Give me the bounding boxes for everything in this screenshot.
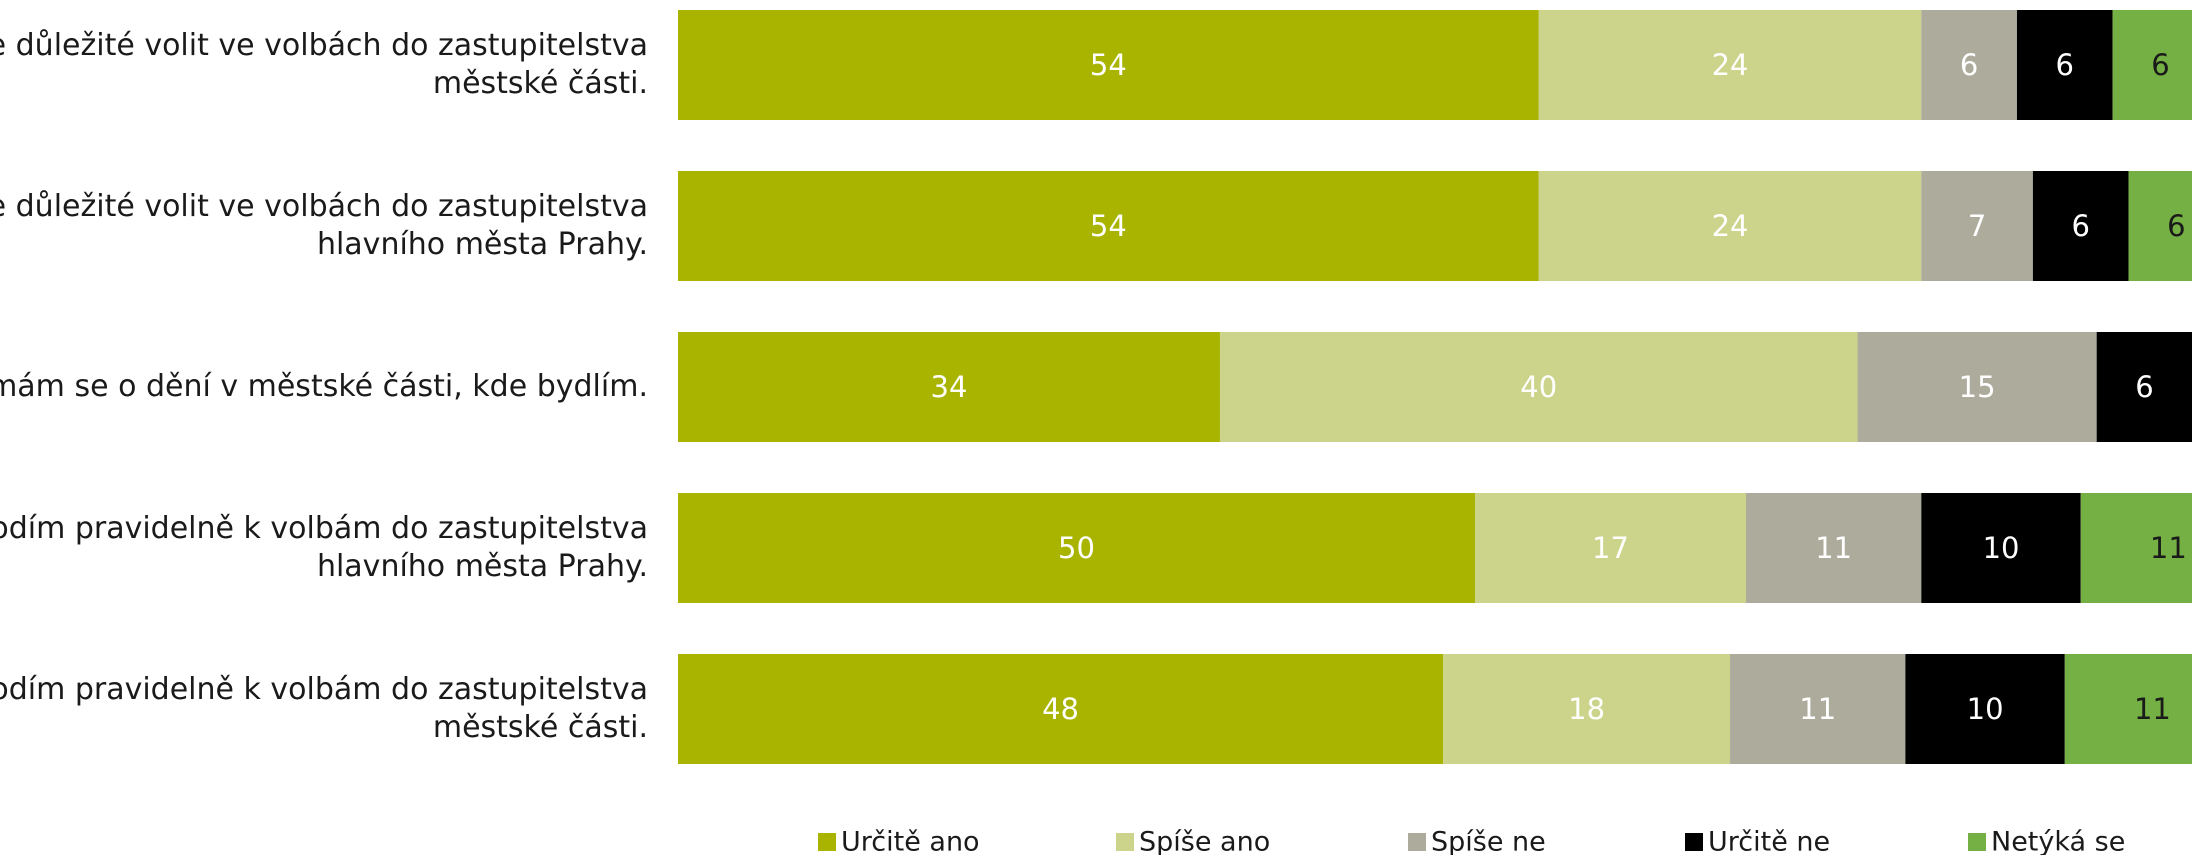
bar-segment <box>1538 171 1922 281</box>
bar-segment <box>678 654 1444 764</box>
bar-segment <box>2080 493 2192 603</box>
value-label: 50 <box>1058 531 1095 565</box>
bar-segment <box>678 493 1475 603</box>
value-label: 54 <box>1090 209 1127 243</box>
value-label: 18 <box>1568 692 1605 726</box>
bar-segment <box>2112 10 2192 120</box>
legend-label: Spíše ano <box>1139 827 1270 855</box>
bar-segment <box>1905 654 2065 764</box>
value-label: 48 <box>1042 692 1079 726</box>
value-label: 11 <box>1799 692 1836 726</box>
bar-segment <box>678 171 1539 281</box>
value-label: 40 <box>1520 370 1557 404</box>
value-label: 24 <box>1712 209 1749 243</box>
value-label: 10 <box>1983 531 2020 565</box>
bar-segment <box>1921 171 2033 281</box>
bar-segment <box>1921 493 2081 603</box>
bar-segment <box>2016 10 2113 120</box>
legend-swatch <box>1408 833 1426 851</box>
category-label: Je důležité volit ve volbách do zastupit… <box>0 189 648 262</box>
value-label: 10 <box>1967 692 2004 726</box>
bar-segment <box>1475 493 1746 603</box>
legend-label: Netýká se <box>1991 827 2125 855</box>
legend-swatch <box>1116 833 1134 851</box>
legend-label: Spíše ne <box>1431 827 1546 855</box>
bar-segment <box>2032 171 2129 281</box>
value-label: 17 <box>1592 531 1629 565</box>
bar-segment <box>678 10 1539 120</box>
value-label: 34 <box>931 370 968 404</box>
value-label: 11 <box>2134 692 2171 726</box>
value-label: 6 <box>2151 48 2169 82</box>
bar-segment <box>678 332 1220 442</box>
legend-swatch <box>818 833 836 851</box>
value-label: 6 <box>2135 370 2153 404</box>
legend-swatch <box>1968 833 1986 851</box>
bar-segment <box>1730 654 1906 764</box>
value-label: 11 <box>1815 531 1852 565</box>
value-label: 54 <box>1090 48 1127 82</box>
legend-label: Určitě ano <box>841 827 980 855</box>
value-label: 7 <box>1968 209 1986 243</box>
bar-segment <box>1921 10 2017 120</box>
bar-segment <box>2096 332 2192 442</box>
category-label: Chodím pravidelně k volbám do zastupitel… <box>0 672 648 745</box>
bar-segment <box>1219 332 1858 442</box>
value-label: 24 <box>1712 48 1749 82</box>
value-label: 6 <box>1960 48 1978 82</box>
value-label: 6 <box>2056 48 2074 82</box>
category-label: Chodím pravidelně k volbám do zastupitel… <box>0 511 648 584</box>
bar-segment <box>2064 654 2192 764</box>
bar-segment <box>2128 171 2192 281</box>
category-label: Zajímám se o dění v městské části, kde b… <box>0 369 648 404</box>
value-label: 6 <box>2071 209 2089 243</box>
bar-segment <box>1745 493 1922 603</box>
value-label: 15 <box>1959 370 1996 404</box>
value-label: 6 <box>2167 209 2185 243</box>
category-label: Je důležité volit ve volbách do zastupit… <box>0 28 648 101</box>
legend-swatch <box>1685 833 1703 851</box>
bar-segment <box>1443 654 1731 764</box>
value-label: 11 <box>2150 531 2187 565</box>
legend-label: Určitě ne <box>1708 827 1830 855</box>
bar-segment <box>1857 332 2097 442</box>
bar-segment <box>1538 10 1922 120</box>
